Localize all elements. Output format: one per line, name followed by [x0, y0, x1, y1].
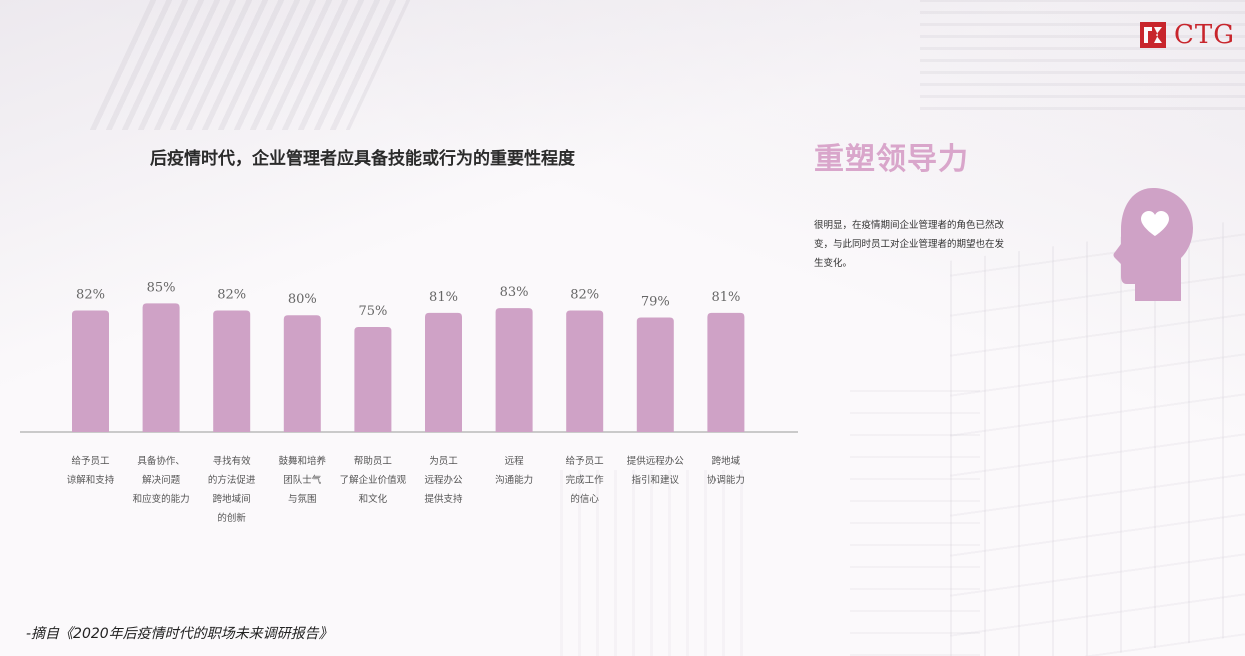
ctg-logo-mark-icon: [1139, 22, 1166, 48]
section-title: 重塑领导力: [814, 142, 969, 177]
category-label: 跨地域 协调能力: [706, 456, 745, 486]
data-label: 75%: [358, 304, 387, 319]
bar: [283, 315, 321, 432]
bar: [566, 310, 604, 432]
section-description: 很明显，在疫情期间企业管理者的角色已然改变，与此同时员工对企业管理者的期望也在发…: [814, 220, 1005, 269]
category-label: 给予员工 完成工作 的信心: [565, 456, 604, 505]
data-label: 80%: [288, 292, 317, 307]
source-note: -摘自《2020年后疫情时代的职场未来调研报告》: [26, 626, 333, 642]
category-label: 鼓舞和培养 团队士气 与氛围: [278, 456, 327, 505]
logo-text: CTG: [1173, 20, 1235, 50]
data-label: 79%: [641, 295, 670, 310]
bar: [636, 317, 674, 432]
bar: [354, 327, 392, 432]
ctg-logo: CTG: [1139, 20, 1235, 50]
bar: [142, 303, 180, 432]
category-label: 为员工 远程办公 提供支持: [424, 456, 463, 505]
bar: [72, 310, 109, 432]
category-label: 具备协作、 解决问题 和应变的能力: [132, 456, 190, 505]
chart-title: 后疫情时代，企业管理者应具备技能或行为的重要性程度: [150, 149, 575, 169]
data-label: 83%: [500, 285, 529, 300]
data-label: 82%: [217, 287, 246, 302]
bar-chart: 82% 85% 82% 80% 75% 81% 83% 82% 79% 81%: [20, 280, 798, 433]
data-label: 81%: [711, 290, 740, 305]
bar: [495, 308, 533, 432]
category-label: 提供远程办公 指引和建议: [626, 456, 684, 486]
bar: [213, 310, 251, 432]
bar: [707, 312, 745, 432]
data-label: 85%: [147, 280, 176, 295]
bar: [425, 312, 462, 432]
data-label: 81%: [429, 290, 458, 305]
category-label: 远程 沟通能力: [495, 456, 534, 486]
category-label: 给予员工 谅解和支持: [66, 456, 115, 486]
head-heart-icon: [1113, 188, 1193, 301]
data-label: 82%: [570, 287, 599, 302]
category-label: 帮助员工 了解企业价值观 和文化: [339, 456, 407, 505]
data-label: 82%: [76, 287, 105, 302]
category-label: 寻找有效 的方法促进 跨地域间 的创新: [207, 456, 256, 524]
